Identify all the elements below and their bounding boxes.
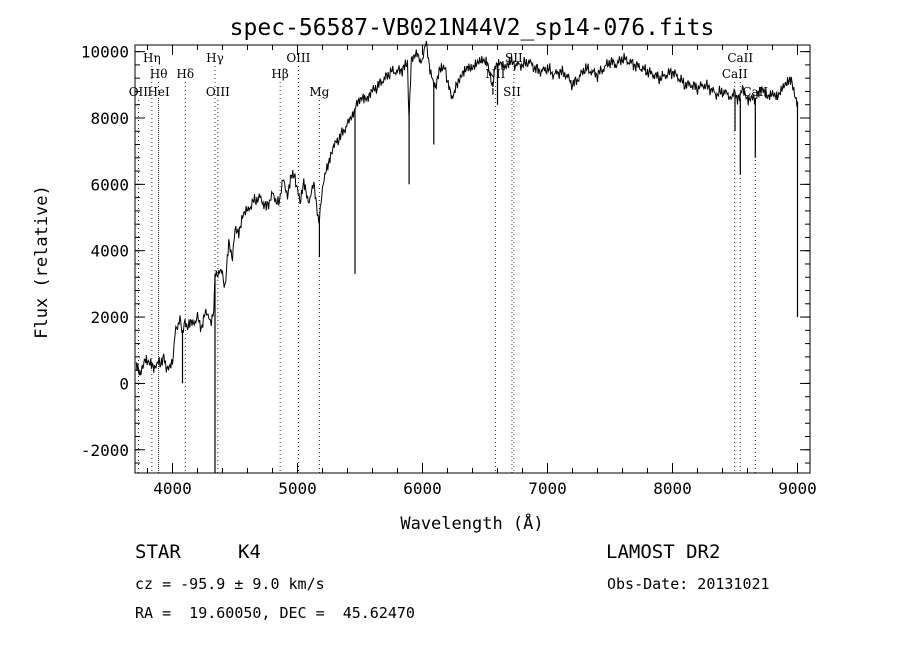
x-tick-label: 7000 [528,479,567,498]
redshift-text: cz = -95.9 ± 9.0 km/s [135,575,325,593]
plot-frame [134,44,811,474]
line-marker-label: CaII [727,51,753,65]
y-tick-label: 6000 [90,175,129,194]
x-tick-label: 4000 [153,479,192,498]
y-tick-label: 8000 [90,109,129,128]
y-axis-label: Flux (relative) [32,185,52,339]
x-axis-label: Wavelength (Å) [400,512,543,534]
line-marker-label: SII [503,85,521,99]
y-tick-label: 0 [119,374,129,393]
line-marker-label: Mg [309,85,329,99]
x-tick-label: 9000 [778,479,817,498]
axis-ticks: 4000 5000 6000 7000 8000 9000 -2000 0 2000 4000 60… [81,43,817,498]
line-marker-label: CaII [722,67,748,81]
line-marker-label: HeI [147,85,170,99]
object-subclass: K4 [238,541,261,563]
x-tick-label: 6000 [403,479,442,498]
chart-title: spec-56587-VB021N44V2_sp14-076.fits [230,15,715,41]
line-marker-label: OIII [286,51,310,65]
x-tick-label: 5000 [278,479,317,498]
y-tick-label: 10000 [81,43,129,62]
line-marker-label: OII [129,85,149,99]
line-marker-label: Hβ [271,67,288,81]
object-class: STAR [135,541,181,563]
survey-name: LAMOST DR2 [606,541,721,563]
coordinates: RA = 19.60050, DEC = 45.62470 [135,604,415,622]
line-marker-label: Hγ [206,51,224,65]
y-tick-label: 4000 [90,242,129,261]
spectrum-series-line [135,40,798,376]
y-tick-label: -2000 [81,441,129,460]
line-marker-label: OIII [206,85,230,99]
line-marker-label: Hδ [176,67,194,81]
x-tick-label: 8000 [653,479,692,498]
line-marker-label: Hη [143,51,161,65]
line-marker-label: Hθ [150,67,168,81]
absorption-dip-lines [181,64,799,473]
y-tick-label: 2000 [90,308,129,327]
obs-date: Obs-Date: 20131021 [607,575,770,593]
